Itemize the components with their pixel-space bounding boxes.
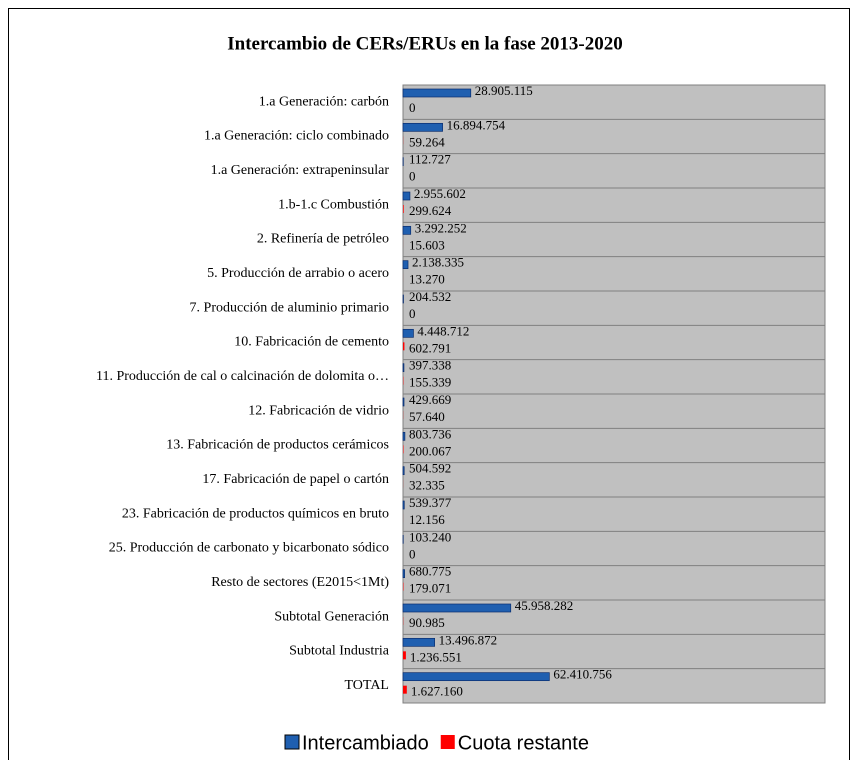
value-label: 2.955.602 [414,186,466,201]
value-label: 45.958.282 [515,598,574,613]
value-label: 0 [409,169,416,184]
legend-label: Intercambiado [302,732,429,754]
value-label: 680.775 [409,564,451,579]
bar [402,466,405,476]
y-tick-label: 23. Fabricación de productos químicos en… [122,506,389,521]
value-label: 90.985 [409,615,445,630]
chart-title: Intercambio de CERs/ERUs en la fase 2013… [227,33,622,54]
bar [403,685,407,694]
value-label: 2.138.335 [412,255,464,270]
bar [403,205,404,213]
y-tick-label: Subtotal Generación [274,609,389,624]
y-tick-label: Resto de sectores (E2015<1Mt) [211,575,389,590]
bar [402,122,443,132]
bar [402,431,406,441]
y-tick-label: 17. Fabricación de papel o cartón [202,472,389,487]
bar [402,637,435,647]
y-tick-label: 1.b-1.c Combustión [278,197,389,212]
value-label: 28.905.115 [475,83,533,98]
y-tick-label: 1.a Generación: carbón [259,94,389,109]
value-label: 103.240 [409,529,451,544]
value-label: 4.448.712 [417,323,469,338]
y-tick-label: 12. Fabricación de vidrio [248,403,389,418]
value-label: 0 [409,546,416,561]
value-label: 204.532 [409,289,451,304]
bar [402,191,411,201]
value-label: 59.264 [409,134,445,149]
y-tick-label: TOTAL [344,678,389,693]
value-label: 62.410.756 [553,667,612,682]
value-label: 57.640 [409,409,445,424]
bar [403,651,406,660]
value-label: 12.156 [409,512,445,527]
value-label: 16.894.754 [447,117,506,132]
bar [402,603,512,613]
value-label: 13.270 [409,272,445,287]
bar [402,672,550,682]
bar [402,363,405,373]
bar [402,328,414,338]
y-tick-label: 5. Producción de arrabio o acero [207,266,389,281]
value-label: 0 [409,100,416,115]
value-label: 15.603 [409,237,445,252]
value-label: 155.339 [409,375,451,390]
y-tick-label: 1.a Generación: extrapeninsular [211,163,390,178]
legend-label: Cuota restante [458,732,589,754]
value-label: 1.627.160 [411,684,463,699]
y-tick-label: 1.a Generación: ciclo combinado [204,129,389,144]
y-tick-label: 11. Producción de cal o calcinación de d… [96,369,389,384]
value-label: 397.338 [409,358,451,373]
value-label: 602.791 [409,340,451,355]
legend-swatch [284,734,300,750]
y-tick-label: 2. Refinería de petróleo [257,232,389,247]
value-label: 803.736 [409,426,452,441]
y-tick-label: 7. Producción de aluminio primario [190,300,389,315]
value-label: 32.335 [409,478,445,493]
bar [402,225,412,235]
bar [403,342,405,351]
value-label: 1.236.551 [410,649,462,664]
value-label: 179.071 [409,581,451,596]
value-label: 3.292.252 [415,220,467,235]
bar [402,88,472,98]
value-label: 112.727 [409,152,451,167]
value-label: 13.496.872 [439,632,498,647]
y-tick-label: 10. Fabricación de cemento [234,335,389,350]
value-label: 299.624 [409,203,452,218]
y-tick-label: 25. Producción de carbonato y bicarbonat… [109,541,389,556]
y-tick-label: Subtotal Industria [289,644,390,659]
bar [402,260,409,270]
value-label: 200.067 [409,443,452,458]
y-tick-label: 13. Fabricación de productos cerámicos [166,438,389,453]
value-label: 504.592 [409,461,451,476]
value-label: 539.377 [409,495,452,510]
bar [402,569,405,579]
legend-swatch [440,735,455,749]
bar [402,397,405,407]
value-label: 0 [409,306,416,321]
value-label: 429.669 [409,392,451,407]
bar [402,500,405,510]
